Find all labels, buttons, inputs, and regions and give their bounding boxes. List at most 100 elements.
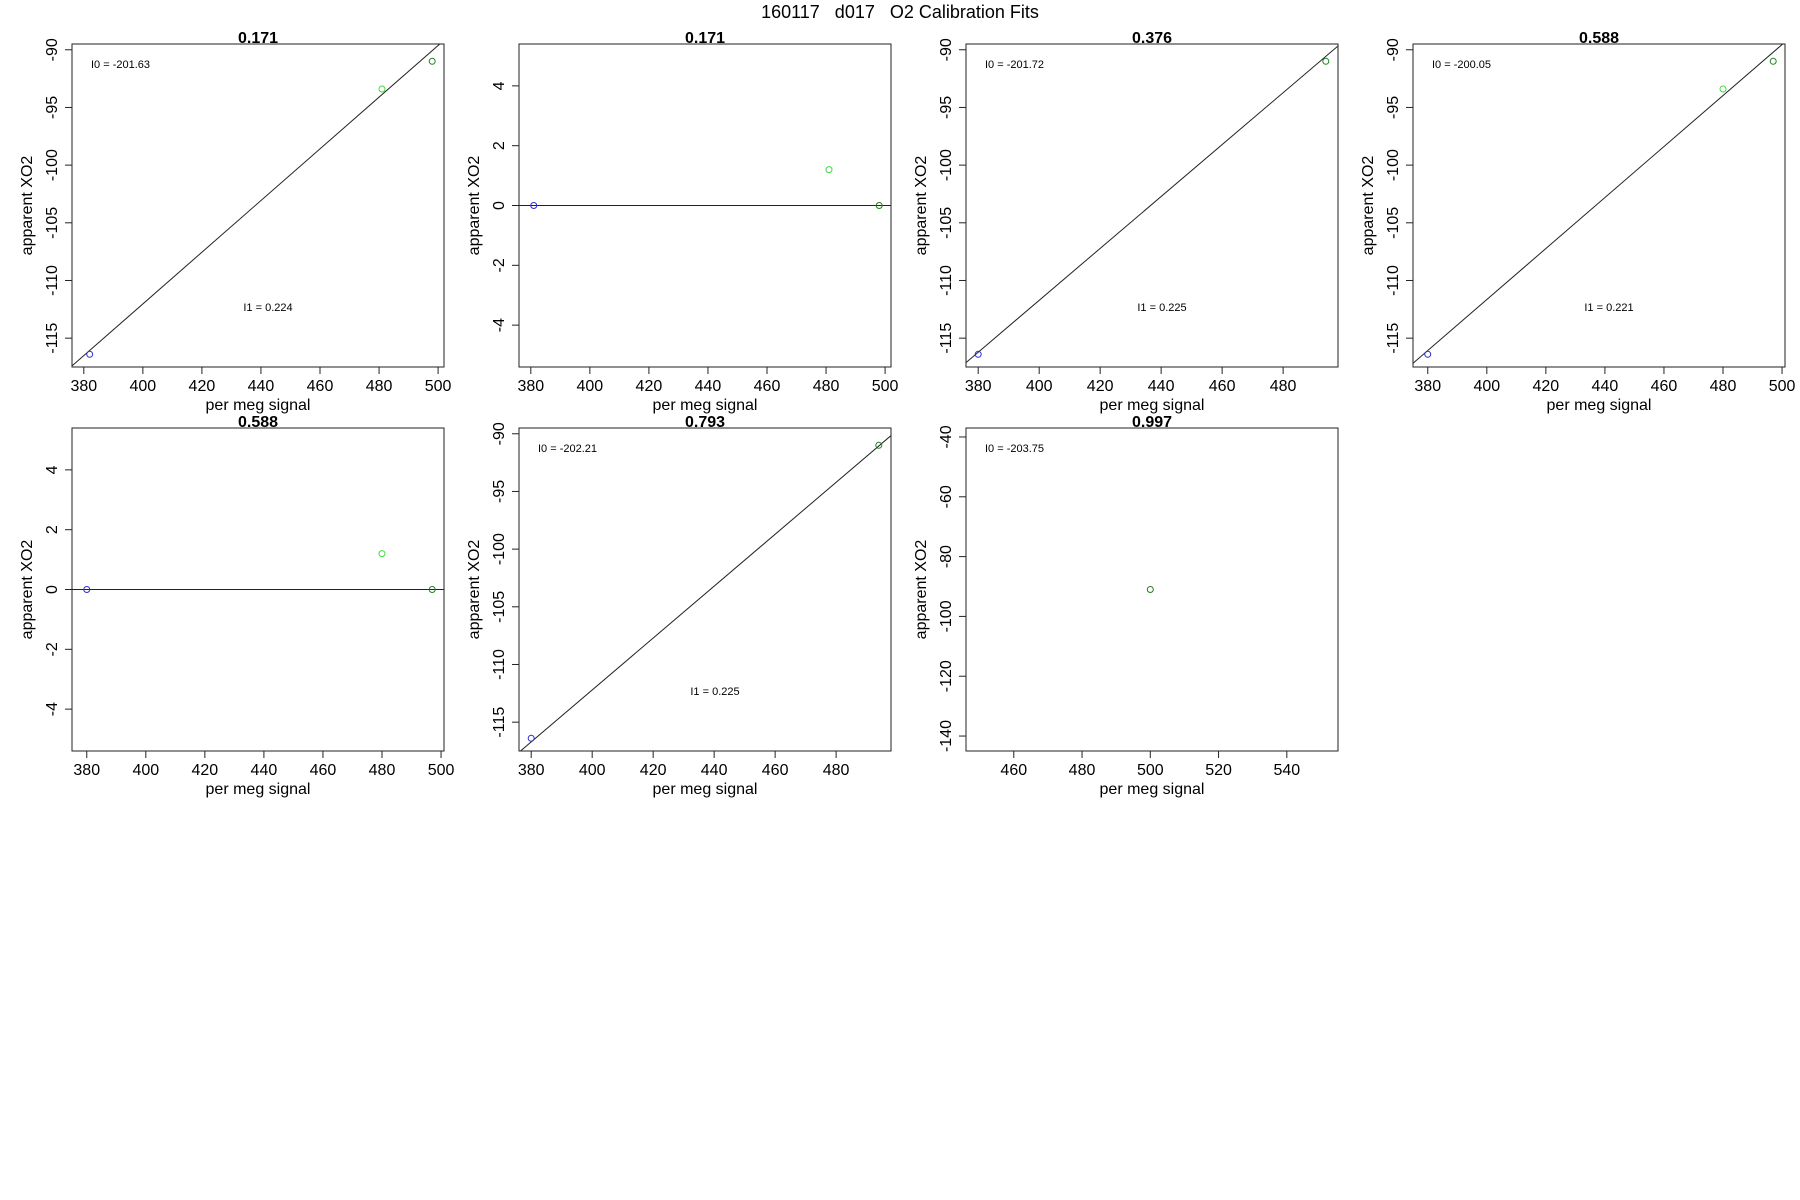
y-axis-label: apparent XO2 xyxy=(913,540,930,640)
y-tick-label: -4 xyxy=(491,318,508,332)
x-tick-label: 380 xyxy=(73,762,100,779)
plot-frame xyxy=(71,43,445,368)
data-point xyxy=(1719,85,1727,93)
y-tick-label: 2 xyxy=(44,525,61,534)
y-tick-label: -2 xyxy=(44,642,61,656)
fit-line xyxy=(519,435,891,751)
y-axis-label: apparent XO2 xyxy=(466,540,483,640)
fit-annotation: I0 = -201.72 xyxy=(985,59,1044,71)
plot-title: 0.171 xyxy=(238,30,278,47)
figure-title: 160117 d017 O2 Calibration Fits xyxy=(761,2,1039,22)
data-point xyxy=(875,441,883,449)
plot-title: 0.588 xyxy=(1579,30,1619,47)
x-tick-label: 440 xyxy=(695,378,722,395)
plot-frame xyxy=(965,43,1339,368)
x-axis-label: per meg signal xyxy=(1100,781,1205,798)
x-tick-label: 460 xyxy=(1000,762,1027,779)
x-tick-label: 380 xyxy=(70,378,97,395)
x-tick-label: 440 xyxy=(248,378,275,395)
plot-frame xyxy=(965,427,1339,752)
y-tick-label: -110 xyxy=(44,265,61,296)
y-axis-label: apparent XO2 xyxy=(913,156,930,256)
data-point xyxy=(875,202,883,209)
y-tick-label: 2 xyxy=(491,141,508,150)
y-tick-label: -95 xyxy=(44,96,61,119)
x-tick-label: 500 xyxy=(1769,378,1796,395)
data-point xyxy=(825,166,833,174)
y-tick-label: -95 xyxy=(1385,96,1402,119)
fit-line xyxy=(1413,44,1784,364)
y-tick-label: -105 xyxy=(44,207,61,239)
plot-title: 0.171 xyxy=(685,30,725,47)
x-tick-label: 400 xyxy=(577,378,604,395)
y-axis-label: apparent XO2 xyxy=(19,540,36,640)
x-tick-label: 480 xyxy=(1710,378,1737,395)
y-tick-label: -110 xyxy=(491,649,508,680)
data-point xyxy=(378,550,386,558)
plot-panel-4: 0.588 380 400 420 440 460 480 500 per meg signal… xyxy=(1360,30,1795,414)
plot-title: 0.376 xyxy=(1132,30,1172,47)
y-tick-label: -90 xyxy=(44,38,61,61)
x-tick-label: 420 xyxy=(1087,378,1114,395)
y-tick-label: -105 xyxy=(938,207,955,239)
y-axis-label: apparent XO2 xyxy=(19,156,36,256)
x-tick-label: 480 xyxy=(823,762,850,779)
x-axis-label: per meg signal xyxy=(206,397,311,414)
y-tick-label: -110 xyxy=(1385,265,1402,296)
x-tick-label: 500 xyxy=(428,762,455,779)
data-point xyxy=(1769,57,1777,65)
plot-frame xyxy=(518,427,892,752)
x-tick-label: 420 xyxy=(640,762,667,779)
y-tick-label: -115 xyxy=(491,707,508,738)
fit-annotation: I1 = 0.221 xyxy=(1584,302,1633,314)
y-tick-label: -115 xyxy=(938,323,955,354)
x-tick-label: 380 xyxy=(1414,378,1441,395)
y-tick-label: -110 xyxy=(938,265,955,296)
x-tick-label: 540 xyxy=(1273,762,1300,779)
fit-annotation: I0 = -203.75 xyxy=(985,443,1044,455)
plot-title: 0.588 xyxy=(238,414,278,431)
data-point xyxy=(1146,586,1154,593)
y-tick-label: 0 xyxy=(44,585,61,594)
x-tick-label: 500 xyxy=(872,378,899,395)
x-tick-label: 400 xyxy=(579,762,606,779)
data-point xyxy=(530,202,538,209)
plot-panel-6: 0.793 380 400 420 440 460 480 per meg signal -90… xyxy=(466,414,892,798)
x-tick-label: 500 xyxy=(1137,762,1164,779)
x-tick-label: 480 xyxy=(813,378,840,395)
data-point xyxy=(1424,350,1432,358)
x-axis-label: per meg signal xyxy=(1547,397,1652,414)
x-tick-label: 480 xyxy=(1069,762,1096,779)
y-tick-label: -95 xyxy=(938,96,955,119)
y-axis-label: apparent XO2 xyxy=(1360,156,1377,256)
x-tick-label: 400 xyxy=(1026,378,1053,395)
x-tick-label: 440 xyxy=(701,762,728,779)
x-tick-label: 480 xyxy=(1270,378,1297,395)
y-axis-label: apparent XO2 xyxy=(466,156,483,256)
y-tick-label: -40 xyxy=(938,425,955,448)
y-tick-label: 0 xyxy=(491,201,508,210)
y-tick-label: -90 xyxy=(1385,38,1402,61)
plot-panel-7: 0.997 460 480 500 520 540 per meg signal -40 -60… xyxy=(913,414,1339,798)
y-tick-label: -90 xyxy=(491,422,508,445)
y-tick-label: -100 xyxy=(938,600,955,632)
y-tick-label: -80 xyxy=(938,545,955,568)
y-tick-label: -100 xyxy=(938,149,955,181)
y-tick-label: -100 xyxy=(1385,149,1402,181)
y-tick-label: -115 xyxy=(44,323,61,354)
data-point xyxy=(1322,57,1330,65)
x-tick-label: 460 xyxy=(307,378,334,395)
y-tick-label: -120 xyxy=(938,660,955,692)
y-tick-label: 4 xyxy=(44,465,61,474)
y-tick-label: -90 xyxy=(938,38,955,61)
x-axis-label: per meg signal xyxy=(653,397,758,414)
y-tick-label: -100 xyxy=(491,533,508,565)
x-tick-label: 460 xyxy=(310,762,337,779)
fit-annotation: I1 = 0.225 xyxy=(1137,302,1186,314)
x-tick-label: 400 xyxy=(1473,378,1500,395)
x-tick-label: 460 xyxy=(1209,378,1236,395)
fit-line xyxy=(72,44,441,367)
